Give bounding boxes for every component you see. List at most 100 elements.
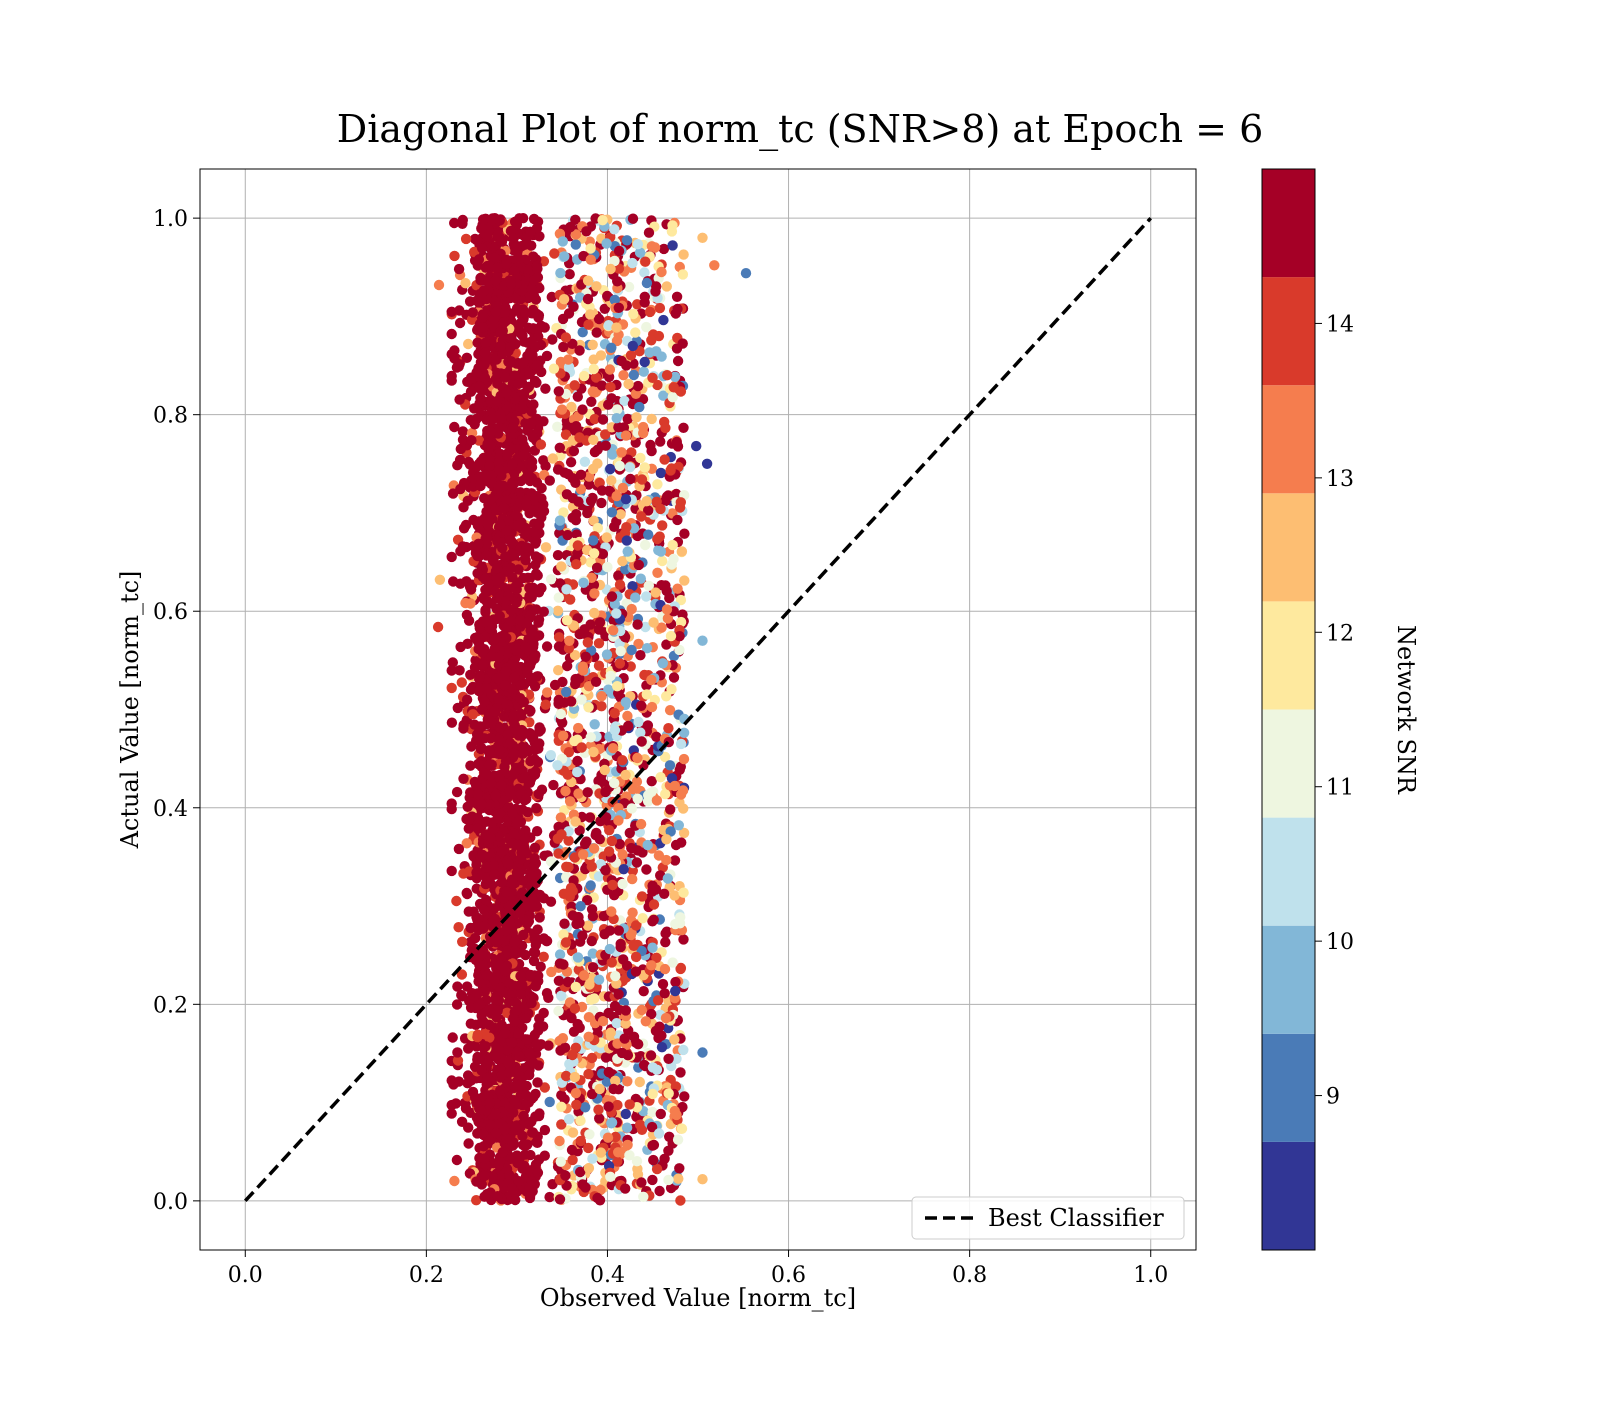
data-point xyxy=(455,579,465,589)
data-point xyxy=(460,278,470,288)
data-point xyxy=(659,1154,669,1164)
data-point xyxy=(574,432,584,442)
data-point xyxy=(559,294,569,304)
data-point xyxy=(660,789,670,799)
data-point xyxy=(621,697,631,707)
data-point xyxy=(495,611,505,621)
data-point xyxy=(532,360,542,370)
data-point xyxy=(552,422,562,432)
data-point xyxy=(666,631,676,641)
data-point xyxy=(462,377,472,387)
data-point xyxy=(634,402,644,412)
data-point xyxy=(625,1099,635,1109)
data-point xyxy=(528,251,538,261)
data-point xyxy=(478,659,488,669)
data-point xyxy=(603,400,613,410)
data-point xyxy=(584,979,594,989)
data-point xyxy=(584,1012,594,1022)
data-point xyxy=(669,672,679,682)
data-point xyxy=(584,1163,594,1173)
data-point xyxy=(532,826,542,836)
data-point xyxy=(579,970,589,980)
data-point xyxy=(546,750,556,760)
data-point xyxy=(638,1192,648,1202)
data-point xyxy=(455,546,465,556)
data-point xyxy=(605,264,615,274)
data-point xyxy=(670,986,680,996)
data-point xyxy=(615,580,625,590)
data-point xyxy=(642,278,652,288)
data-point xyxy=(613,989,623,999)
data-point xyxy=(623,721,633,731)
data-point xyxy=(497,1070,507,1080)
data-point xyxy=(620,1033,630,1043)
data-point xyxy=(482,683,492,693)
data-point xyxy=(465,598,475,608)
data-point xyxy=(463,1122,473,1132)
data-point xyxy=(447,329,457,339)
data-point xyxy=(474,516,484,526)
data-point xyxy=(553,464,563,474)
data-point xyxy=(494,652,504,662)
data-point xyxy=(533,324,543,334)
data-point xyxy=(644,228,654,238)
data-point xyxy=(661,691,671,701)
data-point xyxy=(471,1097,481,1107)
data-point xyxy=(628,309,638,319)
data-point xyxy=(635,453,645,463)
data-point xyxy=(481,507,491,517)
data-point xyxy=(669,1034,679,1044)
data-point xyxy=(630,592,640,602)
data-point xyxy=(455,455,465,465)
data-point xyxy=(461,520,471,530)
data-point xyxy=(575,901,585,911)
data-point xyxy=(572,756,582,766)
data-point xyxy=(474,960,484,970)
data-point xyxy=(661,1013,671,1023)
data-point xyxy=(568,493,578,503)
data-point xyxy=(617,879,627,889)
data-point xyxy=(639,986,649,996)
data-point xyxy=(604,825,614,835)
data-point xyxy=(449,345,459,355)
data-point xyxy=(624,282,634,292)
data-point xyxy=(555,949,565,959)
data-point xyxy=(576,694,586,704)
data-point xyxy=(461,1103,471,1113)
data-point xyxy=(673,356,683,366)
data-point xyxy=(596,691,606,701)
data-point xyxy=(567,1145,577,1155)
data-point xyxy=(462,695,472,705)
data-point xyxy=(588,435,598,445)
data-point xyxy=(481,895,491,905)
data-point xyxy=(509,749,519,759)
data-point xyxy=(622,1123,632,1133)
data-point xyxy=(493,229,503,239)
data-point xyxy=(650,286,660,296)
data-point xyxy=(588,340,598,350)
data-point xyxy=(640,462,650,472)
data-point xyxy=(533,618,543,628)
data-point xyxy=(639,1060,649,1070)
data-point xyxy=(545,1097,555,1107)
data-point xyxy=(633,794,643,804)
data-point xyxy=(610,1001,620,1011)
data-point xyxy=(500,1028,510,1038)
data-point xyxy=(583,276,593,286)
data-point xyxy=(589,364,599,374)
data-point xyxy=(648,617,658,627)
data-point xyxy=(527,1127,537,1137)
data-point xyxy=(678,423,688,433)
data-point xyxy=(554,976,564,986)
data-point xyxy=(534,507,544,517)
data-point xyxy=(649,899,659,909)
data-point xyxy=(607,836,617,846)
data-point xyxy=(518,357,528,367)
data-point xyxy=(571,1088,581,1098)
data-point xyxy=(541,542,551,552)
data-point xyxy=(611,322,621,332)
data-point xyxy=(672,515,682,525)
data-point xyxy=(679,754,689,764)
data-point xyxy=(608,1084,618,1094)
data-point xyxy=(556,1102,566,1112)
